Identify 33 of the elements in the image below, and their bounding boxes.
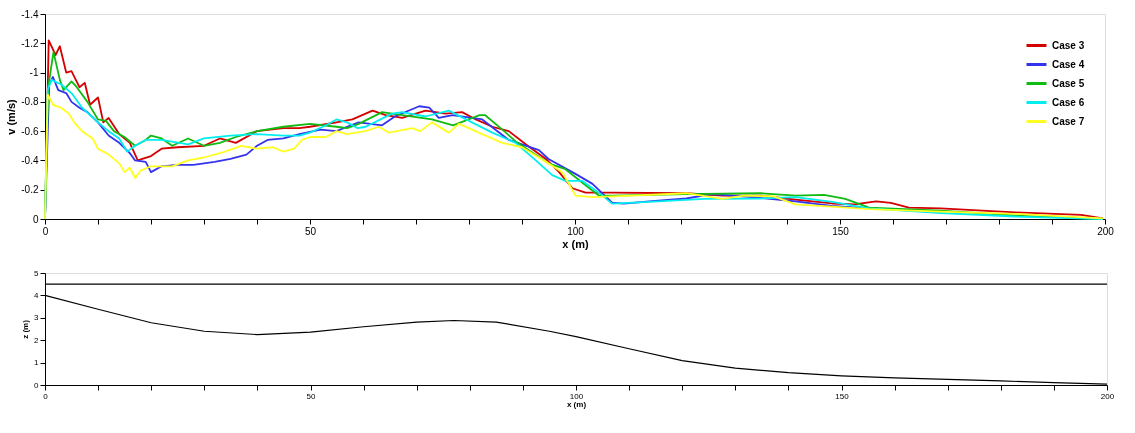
y-tick-label: -1.2 [21,37,39,49]
legend-label: Case 4 [1052,58,1085,70]
y-tick-label: 2 [34,335,40,345]
legend-label: Case 6 [1052,96,1085,108]
legend-label: Case 3 [1052,39,1085,51]
y-tick-label: -1 [29,67,39,79]
x-axis-title: x (m) [566,399,587,409]
x-tick-label: 100 [569,391,584,401]
y-tick-label: 0 [34,380,40,390]
y-axis-title: v (m/s) [5,98,18,135]
y-tick-label: -0.4 [21,154,39,166]
x-tick-label: 0 [42,225,49,237]
x-tick-label: 200 [1097,225,1115,237]
y-axis-title: z (m) [21,319,31,339]
x-tick-label: 150 [835,391,850,401]
y-tick-label: 3 [34,313,40,323]
y-tick-label: 1 [34,358,40,368]
y-tick-label: 4 [34,290,40,300]
y-tick-label: -0.2 [21,184,39,196]
y-tick-label: 5 [34,268,40,278]
y-tick-label: -0.6 [21,125,39,137]
x-tick-label: 150 [832,225,850,237]
y-tick-label: -0.8 [21,96,39,108]
legend-label: Case 5 [1052,77,1085,89]
y-tick-label: 0 [32,213,39,225]
x-tick-label: 50 [306,391,316,401]
x-tick-label: 200 [1100,391,1115,401]
x-tick-label: 50 [304,225,317,237]
legend-label: Case 7 [1052,115,1085,127]
x-tick-label: 100 [567,225,585,237]
x-axis-title: x (m) [562,237,589,250]
y-tick-label: -1.4 [21,8,39,20]
x-tick-label: 0 [43,391,49,401]
